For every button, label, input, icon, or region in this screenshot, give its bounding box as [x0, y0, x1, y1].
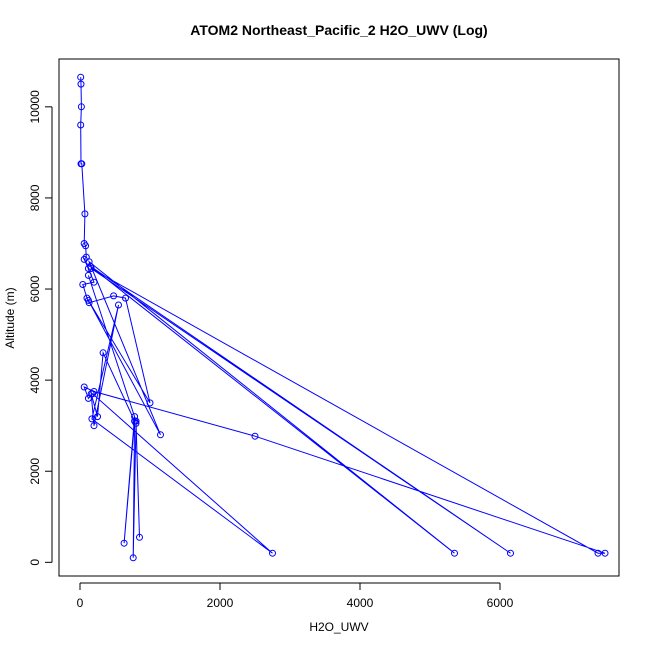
data-point	[120, 539, 128, 547]
x-tick-label: 0	[77, 596, 84, 610]
y-tick-label: 6000	[28, 275, 42, 302]
data-point	[87, 390, 95, 398]
data-point	[87, 265, 95, 272]
series-line	[80, 77, 606, 558]
y-tick-label: 10000	[28, 90, 42, 124]
data-point	[251, 432, 259, 440]
x-axis-label: H2O_UWV	[309, 620, 368, 634]
y-tick-label: 4000	[28, 366, 42, 393]
data-point	[136, 533, 143, 541]
data-point	[594, 549, 602, 557]
data-point	[129, 554, 137, 562]
data-point	[84, 265, 92, 272]
y-axis: 0 2000 4000 6000 8000 10000	[28, 90, 53, 566]
data-point	[131, 413, 139, 421]
y-tick-label: 8000	[28, 184, 42, 211]
x-axis: 0 2000 4000 6000	[77, 582, 514, 610]
data-point	[77, 121, 85, 129]
data-point	[77, 73, 85, 81]
series-points	[77, 73, 609, 562]
data-point	[269, 549, 276, 557]
data-point	[122, 294, 129, 302]
x-tick-label: 2000	[207, 596, 234, 610]
data-point	[94, 413, 101, 421]
data-point	[132, 417, 140, 425]
series-polyline	[80, 77, 606, 558]
data-point	[79, 281, 87, 288]
data-point	[90, 278, 98, 286]
chart-title: ATOM2 Northeast_Pacific_2 H2O_UWV (Log)	[190, 22, 487, 38]
data-point	[157, 431, 164, 439]
data-point	[90, 422, 98, 430]
data-point	[115, 301, 122, 309]
y-axis-label: Altitude (m)	[3, 287, 17, 348]
data-point	[451, 549, 458, 557]
x-tick-label: 4000	[347, 596, 374, 610]
plot-frame	[58, 58, 620, 577]
data-point	[85, 258, 93, 266]
data-point	[507, 549, 514, 557]
data-point	[81, 210, 89, 218]
data-point	[99, 349, 107, 357]
y-tick-label: 0	[28, 559, 42, 566]
data-point	[601, 549, 609, 557]
y-tick-label: 2000	[28, 458, 42, 485]
data-point	[84, 296, 92, 304]
data-point	[110, 292, 118, 300]
data-point	[84, 271, 92, 279]
data-point	[132, 419, 140, 427]
data-point	[77, 103, 85, 111]
data-point	[77, 80, 85, 88]
x-tick-label: 6000	[487, 596, 514, 610]
data-point	[80, 383, 88, 391]
data-point	[82, 242, 90, 250]
data-point	[146, 399, 154, 407]
data-point	[78, 160, 86, 168]
